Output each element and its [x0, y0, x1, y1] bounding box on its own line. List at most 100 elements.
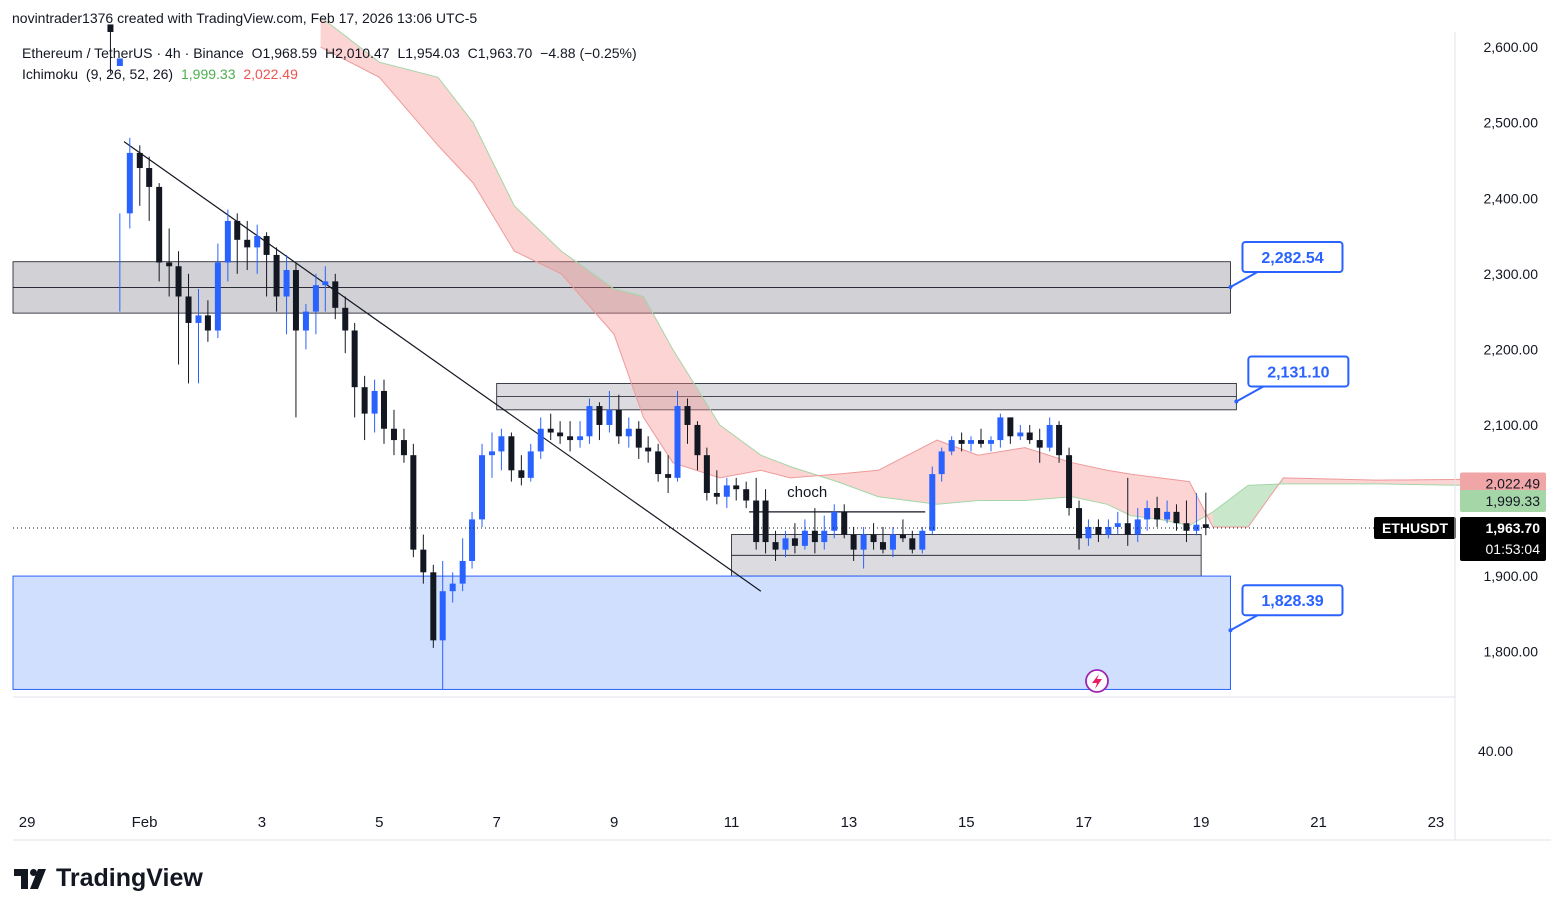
candle-body: [1076, 508, 1083, 539]
trendline: [123, 141, 762, 592]
price-callout: 2,282.54: [1228, 241, 1344, 290]
candle-body: [870, 534, 877, 543]
candle: [674, 390, 681, 482]
candle-body: [1193, 524, 1200, 531]
candle-body: [889, 534, 896, 550]
candle-body: [400, 440, 407, 456]
candle: [909, 530, 916, 554]
candle: [107, 24, 114, 74]
candle: [557, 421, 564, 444]
candle-body: [909, 538, 916, 550]
symbol-tag-text: ETHUSDT: [1382, 520, 1449, 536]
candle: [713, 470, 720, 505]
candle: [831, 504, 838, 539]
candle-body: [958, 440, 965, 444]
candle: [195, 288, 202, 384]
candle: [723, 477, 730, 509]
x-tick-label: 19: [1193, 814, 1210, 831]
candle-body: [175, 266, 182, 297]
candle: [322, 266, 329, 312]
symbol-interval: 4h: [165, 45, 181, 61]
candle: [772, 530, 779, 561]
candle: [449, 572, 456, 603]
ohlc-open: O1,968.59: [251, 45, 318, 61]
candle-body: [156, 186, 163, 263]
callout-label: 2,282.54: [1261, 250, 1323, 267]
candle-body: [694, 424, 701, 456]
candle-body: [1134, 519, 1141, 535]
candle-body: [1036, 440, 1043, 448]
x-tick-label: 23: [1428, 814, 1445, 831]
candle-body: [567, 436, 574, 441]
candle-body: [146, 168, 153, 187]
candle: [204, 300, 211, 342]
x-tick-label: 29: [19, 814, 36, 831]
zones-layer: [12, 261, 1237, 690]
candle: [312, 273, 319, 335]
author-name[interactable]: novintrader1376: [12, 10, 114, 26]
tradingview-logo[interactable]: TradingView: [14, 864, 203, 893]
candle: [703, 447, 710, 501]
created-text: created with TradingView.com,: [117, 10, 307, 26]
candle: [1085, 519, 1092, 546]
candle: [136, 145, 143, 206]
candle: [645, 436, 652, 463]
indicator-name[interactable]: Ichimoku: [22, 66, 79, 82]
last-price-tag: [1460, 516, 1546, 561]
candle-body: [899, 534, 906, 539]
candle-body: [1095, 526, 1102, 535]
callout-box: [1247, 355, 1350, 388]
candle: [156, 183, 163, 282]
lagging-tag: [1460, 472, 1546, 495]
candle: [234, 213, 241, 274]
candle-body: [1056, 424, 1063, 456]
candle: [987, 436, 994, 452]
candle: [1134, 508, 1141, 543]
indicator-legend[interactable]: Ichimoku (9, 26, 52, 26) 1,999.33 2,022.…: [22, 66, 302, 82]
symbol-name[interactable]: Ethereum / TetherUS: [22, 45, 153, 61]
leading-tag-text: 1,999.33: [1486, 493, 1541, 509]
candle-body: [997, 417, 1004, 441]
x-tick-label: 5: [375, 814, 383, 831]
candle-body: [302, 311, 309, 331]
candle: [606, 390, 613, 433]
candle: [684, 398, 691, 444]
candle-body: [547, 428, 554, 433]
candle: [420, 534, 427, 584]
callout-anchor: [1228, 285, 1233, 290]
symbol-exchange: Binance: [193, 45, 244, 61]
x-tick-label: 17: [1075, 814, 1092, 831]
candle: [430, 564, 437, 648]
candle: [577, 421, 584, 448]
candle-body: [322, 281, 329, 286]
candle: [655, 443, 662, 482]
candle: [1095, 519, 1102, 543]
y-tick-label: 1,800.00: [1484, 644, 1539, 660]
candle-body: [655, 451, 662, 475]
candle-body: [126, 152, 133, 214]
candle-body: [674, 406, 681, 478]
candle-body: [723, 485, 730, 497]
candle-body: [625, 428, 632, 437]
axes-layer: 2,600.00 2,500.00 2,400.00 2,300.00 2,200.00…: [13, 32, 1551, 841]
callout-label: 1,828.39: [1261, 593, 1323, 610]
brand-name: TradingView: [56, 864, 203, 892]
candle: [665, 455, 672, 493]
symbol-legend[interactable]: Ethereum / TetherUS · 4h · Binance O1,968.…: [22, 45, 637, 61]
candle-body: [929, 474, 936, 531]
candle: [889, 526, 896, 558]
candle-body: [782, 538, 789, 550]
candle: [1036, 428, 1043, 463]
candle-body: [801, 530, 808, 546]
y-tick-label: 2,100.00: [1484, 417, 1539, 433]
candle-body: [214, 262, 221, 331]
candle-body: [498, 436, 505, 452]
candle: [958, 432, 965, 452]
candle-body: [919, 530, 926, 550]
callout-box: [1241, 584, 1344, 617]
x-tick-label: 21: [1310, 814, 1327, 831]
candle-body: [586, 406, 593, 437]
candle: [390, 409, 397, 456]
leading-span-b: [320, 46, 1466, 528]
